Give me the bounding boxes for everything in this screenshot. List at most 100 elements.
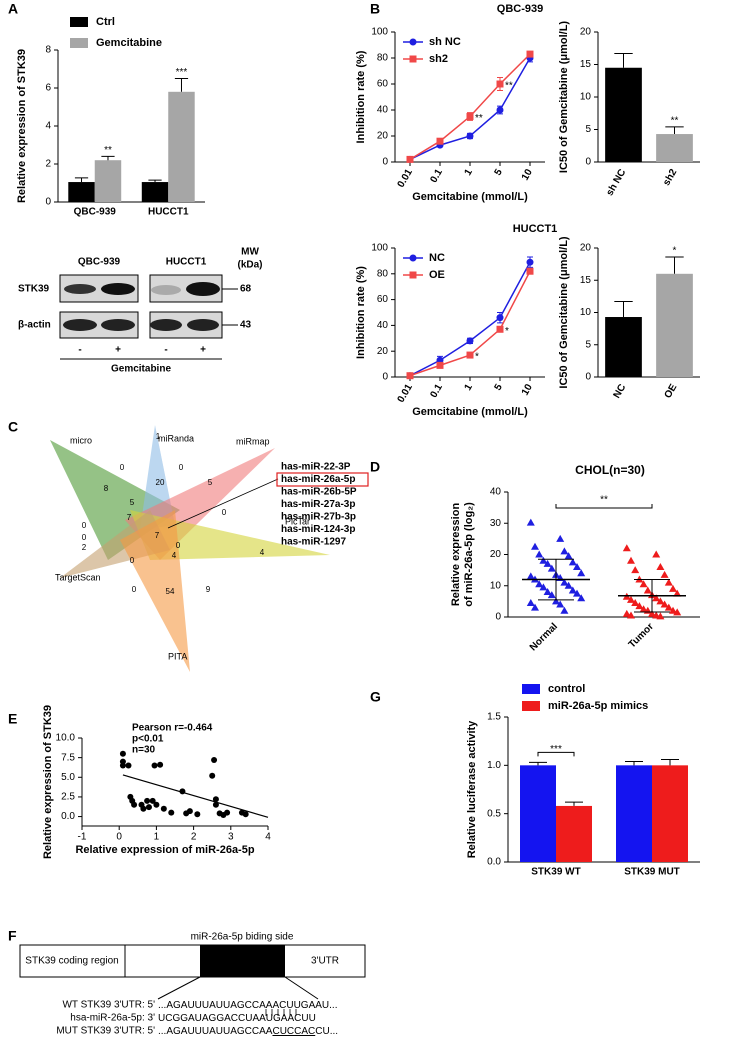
x-tick-label: QBC-939 [74,207,117,218]
venn-count: 9 [206,585,211,594]
legend-label: sh NC [429,36,461,48]
x-axis-label: Gemcitabine (mmol/L) [412,406,528,418]
leader-line [167,478,279,529]
lane-label: - [78,345,81,356]
panel-label: B [370,1,380,17]
marker [496,314,504,322]
error-bar [74,177,89,183]
y-tick-label: 10 [490,580,502,591]
x-tick-label: STK39 WT [531,867,580,878]
y-tick-label: 0 [382,157,388,168]
y-tick-label: 60 [377,79,389,90]
y-axis-label: Relative expression [450,503,462,607]
marker [627,556,635,564]
x-tick-label: 0.01 [396,382,415,405]
annotation: p<0.01 [132,734,164,745]
marker [547,591,556,599]
y-axis-label: Inhibition rate (%) [355,266,367,359]
error-bar [174,78,189,92]
y-tick-label: 0 [382,372,388,383]
venn-count: 5 [130,498,135,507]
venn-count: 4 [260,548,265,557]
legend-swatch [70,38,88,48]
y-tick-label: 0 [495,612,501,623]
chart-title: QBC-939 [497,3,543,15]
sequence-part: UCGGAUAGGACCUAAUGAACUU [158,1013,316,1024]
sequence-part: CU... [315,1026,338,1037]
point [144,797,151,804]
y-tick-label: 2 [45,159,51,170]
marker [656,597,665,605]
x-tick-label: sh NC [604,167,628,198]
marker [656,612,665,620]
venn-count: 5 [208,478,213,487]
x-tick-label: 10 [520,167,535,183]
mw-label: 68 [240,284,252,295]
point [212,801,219,808]
marker [496,80,504,88]
set-label: micro [70,435,92,445]
set-label: PicTar [285,516,310,526]
y-tick-label: 0.0 [487,857,501,868]
marker [635,602,644,610]
x-tick-label: 2 [191,832,197,843]
error-bar [148,179,162,183]
y-tick-label: 8 [45,45,51,56]
marker [526,258,534,266]
series-line [409,261,531,377]
venn-count: 2 [82,543,87,552]
venn-count: 7 [127,513,132,522]
x-tick-label: OE [663,382,680,400]
y-tick-label: 20 [377,131,389,142]
marker [577,569,586,577]
venn-count: 0 [130,556,135,565]
annotation: Pearson r=-0.464 [132,723,213,734]
venn-petal [60,510,170,578]
legend-label: miR-26a-5p mimics [548,700,648,712]
marker [652,594,661,602]
x-tick-label: Normal [528,621,560,653]
set-label: miRanda [158,433,194,443]
lane-label: - [164,345,167,356]
marker [673,608,682,616]
marker [648,609,656,617]
point [242,811,249,818]
marker [466,132,474,140]
x-tick-label: NC [612,382,629,400]
venn-count: 1 [156,432,161,441]
marker [436,361,444,369]
chart-title: HUCCT1 [513,223,558,235]
y-tick-label: 0 [585,157,591,168]
significance: ** [505,81,513,92]
marker [564,552,573,560]
bar [94,160,122,202]
marker [526,50,534,58]
marker [531,542,539,550]
marker [539,583,548,591]
error-bar [614,301,633,318]
zoom-line [284,976,319,1000]
error-bar [614,52,633,68]
y-tick-label: 5.0 [61,772,75,783]
mw-label: 43 [240,320,252,331]
mirna: has-miR-1297 [281,537,346,548]
significance: * [475,352,479,363]
venn-count: 0 [132,585,137,594]
marker [556,600,565,608]
marker [526,598,535,606]
y-axis-label: Relative expression of STK39 [42,705,54,859]
bar [656,273,693,377]
point [211,757,218,763]
mirna: has-miR-26a-5p [281,474,355,485]
bar [616,765,652,862]
marker [409,271,417,279]
point [168,809,175,816]
y-tick-label: 80 [377,53,389,64]
row-label: β-actin [18,320,51,331]
marker [560,606,569,614]
legend-label: Ctrl [96,16,115,28]
venn-count: 54 [166,587,175,596]
y-tick-label: 0 [45,197,51,208]
legend-swatch [522,701,540,711]
panel-label: E [8,711,17,727]
